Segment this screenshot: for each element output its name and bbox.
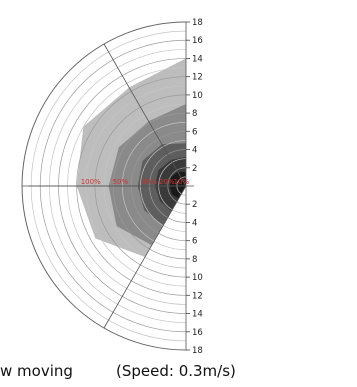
tick-label-upper: 14 bbox=[192, 54, 203, 64]
tick-label-upper: 10 bbox=[192, 91, 203, 101]
tick-label-upper: 18 bbox=[192, 18, 203, 28]
contour-label: 50% bbox=[113, 178, 129, 186]
tick-label-upper: 16 bbox=[192, 36, 203, 46]
tick-label-lower: 8 bbox=[192, 255, 197, 265]
tick-label-lower: 14 bbox=[192, 310, 203, 320]
contour-label: 100% bbox=[81, 178, 101, 186]
tick-label-lower: 6 bbox=[192, 237, 197, 247]
caption-left: w moving bbox=[0, 362, 73, 380]
polar-chart: 18 16 14 12 10 8 6 4 2 2 4 6 8 10 12 14 16 18 100% 50% 30% 20… bbox=[21, 18, 203, 356]
tick-label-lower: 4 bbox=[192, 218, 197, 228]
caption-right: (Speed: 0.3m/s) bbox=[116, 362, 236, 380]
contour-label: 10% bbox=[174, 178, 190, 186]
spoke-150 bbox=[103, 185, 187, 329]
tick-label-lower: 18 bbox=[192, 346, 203, 356]
contour-label: 20% bbox=[159, 178, 175, 186]
tick-label-upper: 4 bbox=[192, 146, 197, 156]
tick-label-upper: 8 bbox=[192, 109, 197, 119]
tick-label-lower: 2 bbox=[192, 200, 197, 210]
tick-label-lower: 12 bbox=[192, 291, 203, 301]
tick-label-upper: 12 bbox=[192, 73, 203, 83]
tick-label-lower: 10 bbox=[192, 273, 203, 283]
tick-label-lower: 16 bbox=[192, 328, 203, 338]
chart-caption: w moving (Speed: 0.3m/s) bbox=[0, 362, 357, 384]
tick-label-upper: 6 bbox=[192, 127, 197, 137]
spoke-30 bbox=[103, 43, 187, 187]
tick-label-upper: 2 bbox=[192, 164, 197, 174]
contour-label: 30% bbox=[142, 178, 158, 186]
